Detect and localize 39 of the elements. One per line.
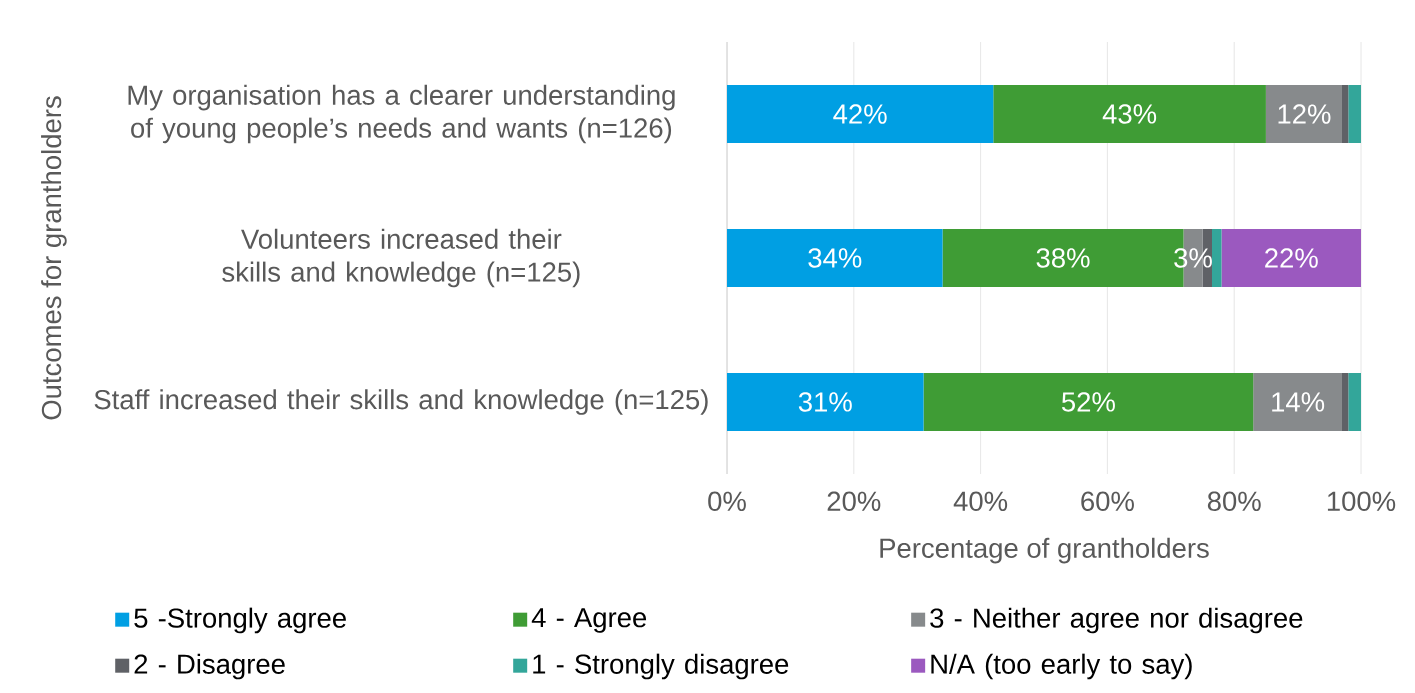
x-tick-label: 100%	[1327, 491, 1396, 512]
bar	[1348, 373, 1362, 432]
bar	[727, 229, 943, 288]
data-label: 14%	[1272, 392, 1325, 412]
bar	[1221, 229, 1362, 288]
legend-label: 5 -Strongly agree	[134, 607, 346, 634]
data-label: 31%	[798, 392, 852, 412]
x-tick-label: 20%	[827, 491, 881, 512]
data-label: 38%	[1036, 248, 1090, 268]
data-label: 52%	[1061, 392, 1115, 412]
data-label: 34%	[808, 248, 862, 268]
legend-label: 3 - Neither agree nor disagree	[930, 607, 1303, 634]
bar	[1212, 229, 1222, 288]
legend-label: N/A (too early to say)	[931, 653, 1192, 680]
bar	[923, 373, 1254, 432]
x-axis-title: Percentage of grantholders	[880, 537, 1209, 564]
legend-label: 4 - Agree	[531, 608, 647, 633]
x-tick-label: 80%	[1207, 491, 1261, 512]
bar	[1341, 373, 1349, 432]
bar	[727, 373, 924, 432]
x-tick-label: 60%	[1081, 491, 1134, 512]
bar	[1341, 85, 1349, 144]
bar	[1253, 373, 1342, 432]
legend-label: 2 - Disagree	[134, 653, 285, 680]
data-label: 12%	[1278, 104, 1331, 124]
data-label: 22%	[1265, 248, 1318, 268]
data-label: 42%	[833, 104, 887, 124]
bar	[1265, 85, 1342, 144]
bar	[1348, 85, 1362, 144]
y-axis-title: Outcomes for grantholders	[41, 96, 67, 420]
y-tick-label: My organisation has a clearer understanding of young people’s needs and wants (n=126)	[128, 84, 675, 144]
data-label: 43%	[1102, 104, 1157, 124]
y-tick-label: Volunteers increased their skills and knowledge (n=125)	[222, 228, 580, 288]
x-tick-label: 40%	[953, 491, 1008, 512]
bar	[727, 85, 994, 144]
bar	[993, 85, 1266, 144]
y-tick-label: Staff increased their skills and knowledge (n=125)	[94, 389, 708, 415]
x-tick-label: 0%	[708, 491, 746, 512]
legend-label: 1 - Strongly disagree	[533, 653, 789, 680]
